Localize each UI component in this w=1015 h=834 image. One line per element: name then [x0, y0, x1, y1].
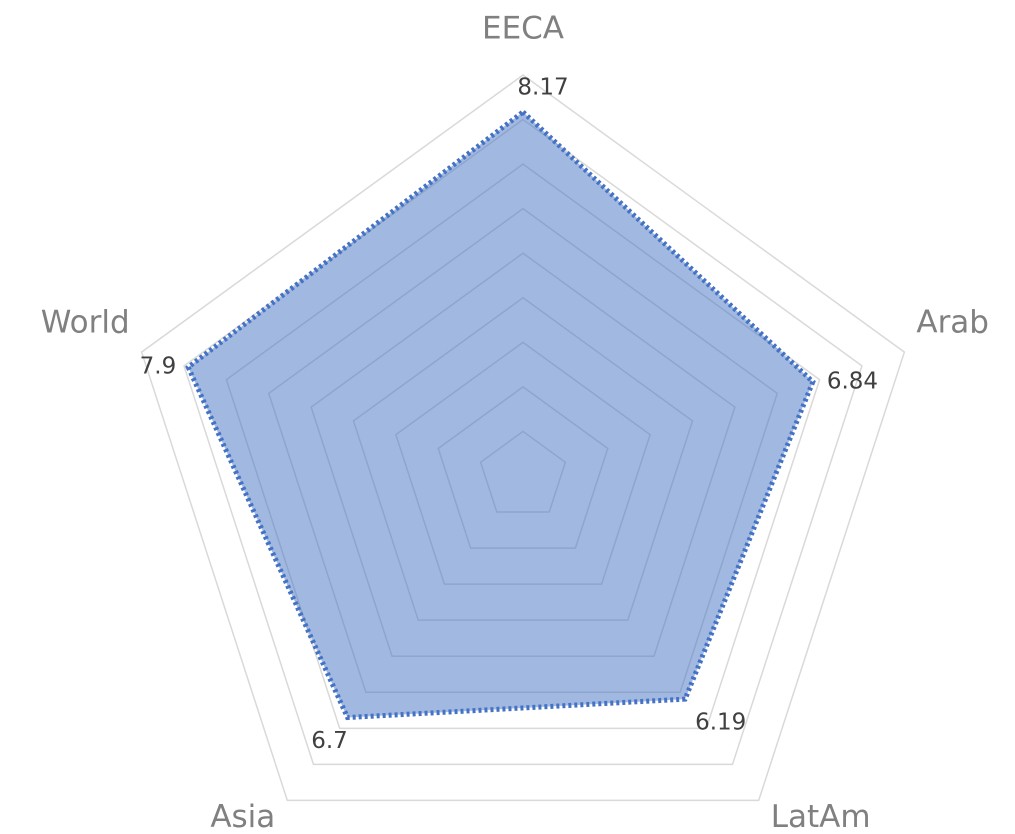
- value-label: 6.7: [311, 728, 348, 754]
- grid-ring: [140, 74, 906, 802]
- value-label: 7.9: [140, 354, 177, 380]
- radar-area: [185, 108, 816, 721]
- category-label: EECA: [482, 11, 564, 47]
- value-label: 6.19: [695, 710, 746, 736]
- grid-ring: [183, 118, 863, 766]
- category-label: Asia: [210, 799, 275, 834]
- category-label: Arab: [916, 305, 989, 341]
- value-label: 6.84: [827, 368, 878, 394]
- category-label: World: [41, 305, 130, 341]
- value-label: 8.17: [517, 74, 568, 100]
- category-label: LatAm: [771, 799, 871, 834]
